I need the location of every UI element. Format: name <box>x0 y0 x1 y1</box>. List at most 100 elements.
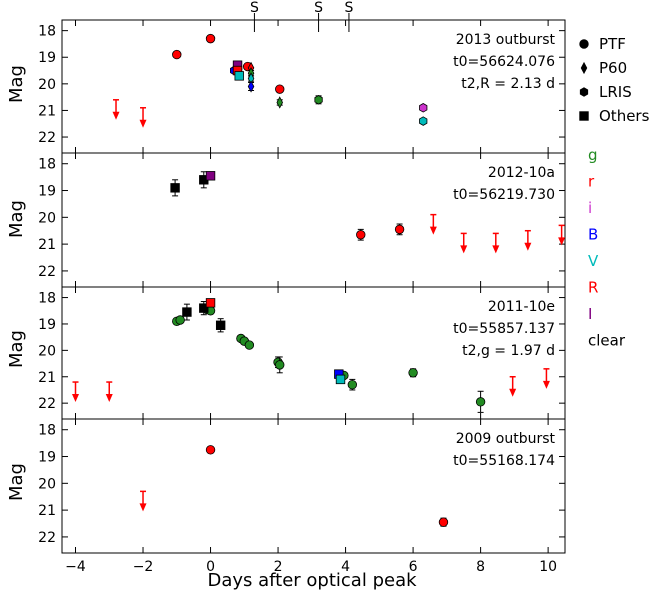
y-tick-label: 20 <box>38 77 56 93</box>
y-axis-label: Mag <box>6 65 27 103</box>
x-axis-label: Days after optical peak <box>207 570 417 591</box>
data-point <box>314 95 323 105</box>
panel-annotation: 2009 outburst <box>456 431 556 447</box>
panel-2: 18 19 20 21 22 2011-10e t0=55857.137 t2,g = 1.9… <box>38 286 566 420</box>
upper-limit-arrow <box>112 111 120 120</box>
data-point <box>475 397 486 407</box>
legend-band-g: g <box>588 146 598 164</box>
upper-limit-arrow <box>524 242 532 251</box>
data-point <box>247 80 255 93</box>
y-axis-label: Mag <box>6 463 27 501</box>
y-tick-label: 19 <box>38 317 56 333</box>
panel-annotation: t0=56624.076 <box>453 54 555 70</box>
spectrum-epoch-label: S <box>250 0 259 16</box>
upper-limit-arrow <box>429 226 437 235</box>
legend-marker-lris <box>579 87 589 97</box>
legend-marker-others <box>579 111 589 121</box>
legend-marker-p60 <box>580 61 588 75</box>
panel-annotation: t2,R = 2.13 d <box>461 76 555 92</box>
data-point <box>276 96 283 109</box>
legend-band-r: r <box>588 173 595 191</box>
data-point <box>175 315 185 325</box>
x-tick-label: −4 <box>65 559 86 575</box>
y-tick-label: 20 <box>38 476 56 492</box>
data-point <box>394 224 405 235</box>
x-tick-label: 2 <box>274 559 283 575</box>
y-tick-label: 22 <box>38 264 56 280</box>
panel-annotation: 2012-10a <box>488 165 555 181</box>
upper-limit-arrow <box>542 380 550 389</box>
data-point <box>408 368 418 378</box>
data-point <box>335 374 346 385</box>
x-tick-label: 6 <box>409 559 418 575</box>
panel-1: 18 19 20 21 22 2012-10a t0=56219.730 <box>38 152 566 288</box>
upper-limit-arrow <box>105 394 113 403</box>
legend-band-i: i <box>588 199 592 217</box>
panel-annotation: t2,g = 1.97 d <box>462 343 555 359</box>
data-point <box>182 307 192 317</box>
legend-label: Others <box>599 107 650 125</box>
upper-limit-arrow <box>139 503 147 512</box>
spectrum-epoch-label: S <box>345 0 354 16</box>
y-tick-label: 21 <box>38 237 56 253</box>
upper-limit-arrow <box>72 394 80 403</box>
data-point <box>215 320 226 330</box>
data-point <box>199 303 209 313</box>
upper-limit-arrow <box>492 245 500 254</box>
data-point <box>172 49 182 60</box>
data-point <box>275 84 285 94</box>
panel-annotation: 2013 outburst <box>456 32 556 48</box>
legend-label: PTF <box>599 35 626 53</box>
data-point <box>244 340 255 350</box>
panel-0: 18 19 20 21 22 S S S 2013 outburst t0=56624.076 t2… <box>38 0 566 154</box>
legend-band-i: I <box>588 305 592 323</box>
legend-band-b: B <box>588 226 598 244</box>
y-tick-label: 22 <box>38 530 56 546</box>
data-point <box>205 33 216 44</box>
data-point <box>347 379 358 390</box>
panel-annotation: t0=56219.730 <box>453 187 555 203</box>
y-tick-label: 19 <box>38 450 56 466</box>
panel-annotation: 2011-10e <box>488 299 555 315</box>
y-tick-label: 21 <box>38 103 56 119</box>
panel-annotation: t0=55168.174 <box>453 453 555 469</box>
x-tick-label: 0 <box>206 559 215 575</box>
y-axis-label: Mag <box>6 200 27 238</box>
y-tick-label: 22 <box>38 396 56 412</box>
legend-label: LRIS <box>599 83 632 101</box>
x-tick-label: 8 <box>476 559 485 575</box>
x-tick-label: 4 <box>341 559 350 575</box>
y-tick-label: 20 <box>38 343 56 359</box>
panel-frame <box>61 418 566 554</box>
y-tick-label: 18 <box>38 24 56 40</box>
x-tick-label: 10 <box>539 559 557 575</box>
upper-limit-arrow <box>558 237 566 246</box>
y-tick-label: 21 <box>38 370 56 386</box>
y-tick-label: 18 <box>38 423 56 439</box>
y-tick-label: 21 <box>38 503 56 519</box>
y-tick-label: 19 <box>38 184 56 200</box>
y-tick-label: 22 <box>38 130 56 146</box>
data-point <box>234 71 244 81</box>
legend-band-r: R <box>588 279 598 297</box>
panel-3: 18 19 20 21 22 −4 −2 0 2 4 6 8 10 2009 outburst t0=551… <box>38 418 566 575</box>
y-axis-label: Mag <box>6 330 27 368</box>
data-point <box>356 230 366 240</box>
y-tick-label: 18 <box>38 291 56 307</box>
legend-band-clear: clear <box>588 332 626 350</box>
data-point <box>419 103 428 113</box>
data-point <box>275 360 285 370</box>
data-point <box>205 445 216 455</box>
panel-annotation: t0=55857.137 <box>453 321 555 337</box>
y-tick-label: 18 <box>38 157 56 173</box>
y-tick-label: 19 <box>38 50 56 66</box>
upper-limit-arrow <box>509 388 517 397</box>
data-point <box>438 517 449 527</box>
legend-label: P60 <box>599 59 627 77</box>
legend-band-v: V <box>588 252 599 270</box>
spectrum-epoch-label: S <box>314 0 323 16</box>
y-tick-label: 20 <box>38 210 56 226</box>
data-point <box>205 171 216 181</box>
data-point <box>170 183 180 193</box>
